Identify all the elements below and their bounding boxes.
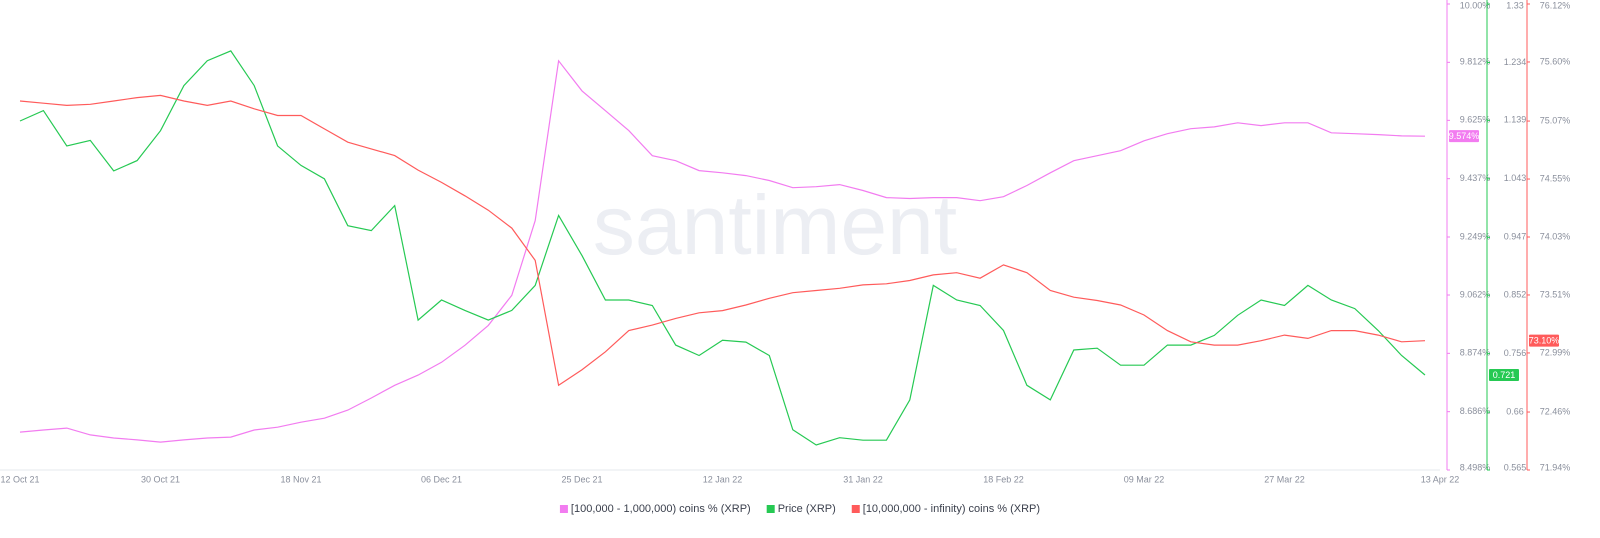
y-tick-label: 0.66: [1506, 407, 1524, 417]
series-line: [19, 50, 1426, 446]
y-tick-label: 73.51%: [1540, 289, 1571, 299]
x-tick-label: 13 Apr 22: [1421, 474, 1460, 484]
value-badge: [1489, 368, 1519, 381]
legend-label: [100,000 - 1,000,000) coins % (XRP): [571, 503, 751, 515]
value-badge-label: 73.10%: [1529, 336, 1560, 346]
legend-item: [10,000,000 - infinity) coins % (XRP): [851, 503, 1040, 515]
y-tick-label: 1.33: [1506, 0, 1524, 10]
value-badge-label: 0.721: [1493, 370, 1516, 380]
y-tick-label: 0.947: [1504, 232, 1527, 242]
y-tick-label: 0.565: [1504, 462, 1527, 472]
y-tick-label: 9.437%: [1460, 173, 1491, 183]
legend-label: [10,000,000 - infinity) coins % (XRP): [863, 503, 1040, 515]
y-tick-label: 1.139: [1504, 115, 1527, 125]
y-tick-label: 71.94%: [1540, 462, 1571, 472]
x-tick-label: 31 Jan 22: [843, 474, 883, 484]
y-tick-label: 9.625%: [1460, 115, 1491, 125]
legend-swatch: [851, 505, 860, 513]
y-tick-label: 1.043: [1504, 173, 1527, 183]
y-tick-label: 75.07%: [1540, 115, 1571, 125]
watermark: santiment: [593, 178, 957, 272]
y-tick-label: 8.686%: [1460, 406, 1491, 416]
y-tick-label: 76.12%: [1540, 0, 1571, 10]
legend-item: [100,000 - 1,000,000) coins % (XRP): [559, 503, 751, 515]
legend-label: Price (XRP): [778, 503, 836, 515]
value-badge-label: 9.574%: [1449, 131, 1480, 141]
y-tick-label: 74.03%: [1540, 231, 1571, 241]
legend-swatch: [766, 505, 775, 513]
y-tick-label: 10.00%: [1460, 0, 1491, 10]
x-tick-label: 25 Dec 21: [561, 474, 602, 484]
value-badge: [1529, 334, 1559, 347]
x-tick-label: 12 Jan 22: [703, 474, 743, 484]
x-tick-label: 27 Mar 22: [1264, 474, 1305, 484]
series-line: [19, 59, 1426, 443]
x-tick-label: 30 Oct 21: [141, 474, 180, 484]
y-tick-label: 0.756: [1504, 348, 1527, 358]
y-tick-label: 75.60%: [1540, 56, 1571, 66]
y-tick-label: 9.812%: [1460, 57, 1491, 67]
x-tick-label: 12 Oct 21: [0, 474, 39, 484]
y-tick-label: 9.062%: [1460, 289, 1491, 299]
y-tick-label: 1.234: [1504, 57, 1527, 67]
y-tick-label: 9.249%: [1460, 231, 1491, 241]
y-tick-label: 72.99%: [1540, 347, 1571, 357]
x-tick-label: 18 Nov 21: [280, 474, 321, 484]
x-tick-label: 09 Mar 22: [1124, 474, 1165, 484]
x-tick-label: 06 Dec 21: [421, 474, 462, 484]
y-tick-label: 72.46%: [1540, 406, 1571, 416]
y-tick-label: 8.874%: [1460, 348, 1491, 358]
series-line: [19, 94, 1426, 387]
y-tick-label: 8.498%: [1460, 462, 1491, 472]
x-tick-label: 18 Feb 22: [983, 474, 1024, 484]
legend-swatch: [559, 505, 568, 513]
y-tick-label: 74.55%: [1540, 173, 1571, 183]
y-tick-label: 0.852: [1504, 290, 1527, 300]
legend-item: Price (XRP): [766, 503, 836, 515]
value-badge: [1449, 130, 1479, 143]
